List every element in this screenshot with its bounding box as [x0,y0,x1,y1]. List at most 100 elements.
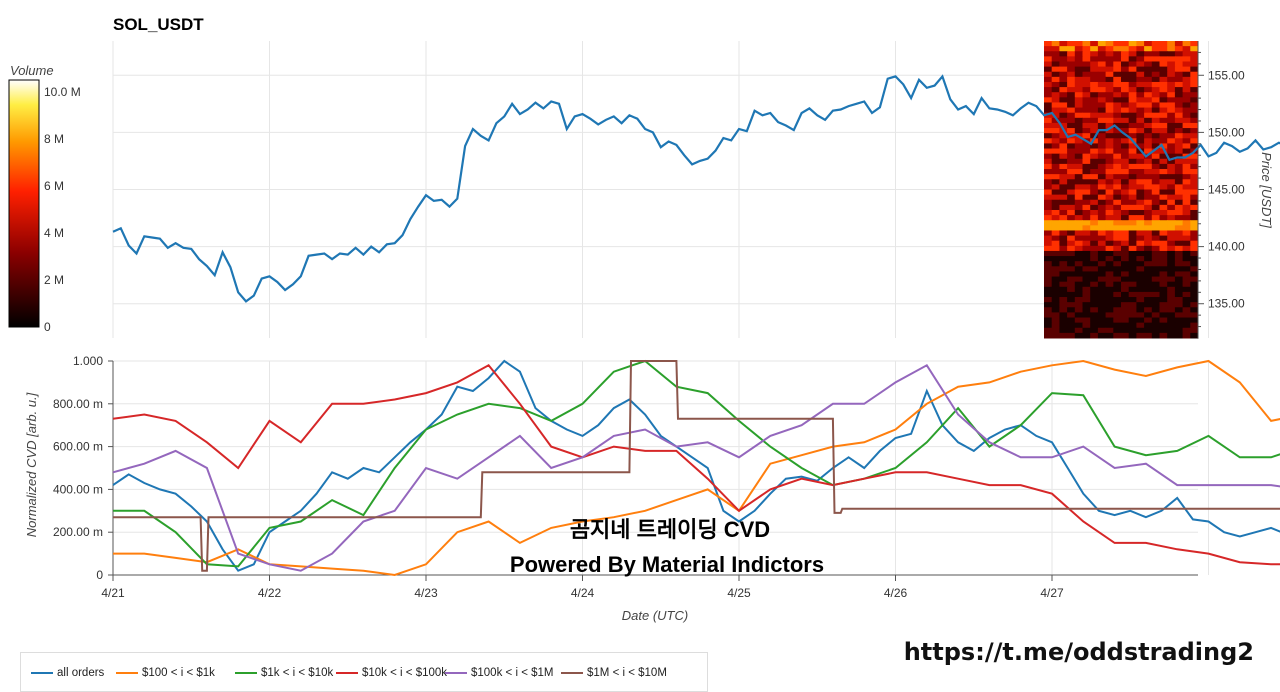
heatmap-cell [1059,194,1068,201]
heatmap-cell [1097,169,1107,175]
heatmap-cell [1113,117,1122,124]
heatmap-cell [1097,240,1107,247]
heatmap-cell [1121,189,1130,196]
legend-item[interactable]: $1M < i < $10M [561,667,667,679]
heatmap-cell [1067,97,1076,103]
heatmap-cell [1097,179,1107,185]
heatmap-cell [1059,307,1068,313]
heatmap-cell [1136,61,1145,68]
heatmap-cell [1190,250,1199,257]
heatmap-cell [1121,87,1130,93]
heatmap-cell [1074,66,1083,73]
heatmap-cell [1105,266,1114,272]
heatmap-cell [1182,332,1191,339]
heatmap-cell [1105,117,1114,124]
heatmap-cell [1074,332,1083,339]
heatmap-cell [1151,250,1160,257]
telegram-link[interactable]: https://t.me/oddstrading2 [903,638,1254,666]
heatmap-cell [1090,245,1099,252]
heatmap-cell [1082,174,1091,180]
heatmap-cell [1051,297,1060,303]
legend-swatch [116,672,138,674]
heatmap-cell [1044,102,1053,109]
heatmap-cell [1074,143,1083,150]
heatmap-cell [1090,71,1099,78]
heatmap-cell [1044,256,1053,262]
heatmap-cell [1090,66,1099,73]
heatmap-cell [1121,281,1130,288]
heatmap-cell [1159,286,1168,293]
heatmap-cell [1105,112,1114,119]
heatmap-cell [1144,148,1153,155]
legend-item[interactable]: $100 < i < $1k [116,667,215,679]
heatmap-cell [1067,76,1076,83]
heatmap-cell [1128,97,1137,103]
heatmap-cell [1121,71,1130,78]
heatmap-cell [1074,286,1083,293]
heatmap-cell [1074,61,1083,68]
heatmap-cell [1105,97,1114,103]
heatmap-cell [1074,297,1083,303]
heatmap-cell [1105,271,1114,278]
heatmap-cell [1151,204,1160,211]
heatmap-cell [1167,245,1176,252]
heatmap-cell [1174,286,1184,293]
heatmap-cell [1121,199,1130,206]
heatmap-cell [1190,92,1199,98]
heatmap-cell [1067,297,1076,303]
heatmap-cell [1190,256,1199,262]
heatmap-cell [1090,281,1099,288]
heatmap-cell [1090,179,1099,185]
heatmap-cell [1136,87,1145,93]
heatmap-cell [1174,199,1184,206]
heatmap-cell [1144,225,1153,231]
heatmap-cell [1151,225,1160,231]
heatmap-cell [1136,117,1145,124]
heatmap-cell [1051,225,1060,231]
heatmap-cell [1051,128,1060,134]
heatmap-cell [1190,102,1199,109]
heatmap-cell [1051,250,1060,257]
heatmap-cell [1105,225,1114,231]
heatmap-cell [1074,189,1083,196]
heatmap-cell [1113,281,1122,288]
heatmap-cell [1182,56,1191,62]
heatmap-cell [1067,163,1076,170]
legend-label: $100 < i < $1k [142,667,215,679]
heatmap-cell [1151,122,1160,129]
heatmap-cell [1051,266,1060,272]
heatmap-cell [1067,56,1076,62]
heatmap-cell [1121,184,1130,190]
heatmap-cell [1044,199,1053,206]
heatmap-cell [1113,194,1122,201]
legend-item[interactable]: $10k < i < $100k [336,667,447,679]
heatmap-cell [1097,148,1107,155]
heatmap-cell [1090,256,1099,262]
legend-item[interactable]: $100k < i < $1M [445,667,553,679]
heatmap-cell [1097,107,1107,114]
legend-item[interactable]: $1k < i < $10k [235,667,333,679]
heatmap-cell [1151,143,1160,150]
heatmap-cell [1097,189,1107,196]
heatmap-cell [1082,128,1091,134]
heatmap-cell [1190,66,1199,73]
heatmap-cell [1067,199,1076,206]
colorbar-ticks: 10.0 M 8 M 6 M 4 M 2 M 0 [44,85,81,334]
heatmap-cell [1167,117,1176,124]
heatmap-cell [1151,230,1160,237]
heatmap-cell [1059,97,1068,103]
heatmap-cell [1113,209,1122,216]
heatmap-cell [1105,317,1114,324]
heatmap-cell [1067,138,1076,144]
heatmap-cell [1174,235,1184,242]
heatmap-cell [1074,235,1083,242]
heatmap-cell [1059,81,1068,88]
legend-item[interactable]: all orders [31,667,104,679]
heatmap-cell [1105,148,1114,155]
heatmap-cell [1051,56,1060,62]
heatmap-cell [1044,56,1053,62]
heatmap-cell [1105,286,1114,293]
heatmap-cell [1082,92,1091,98]
heatmap-cell [1113,271,1122,278]
heatmap-cell [1067,158,1076,165]
